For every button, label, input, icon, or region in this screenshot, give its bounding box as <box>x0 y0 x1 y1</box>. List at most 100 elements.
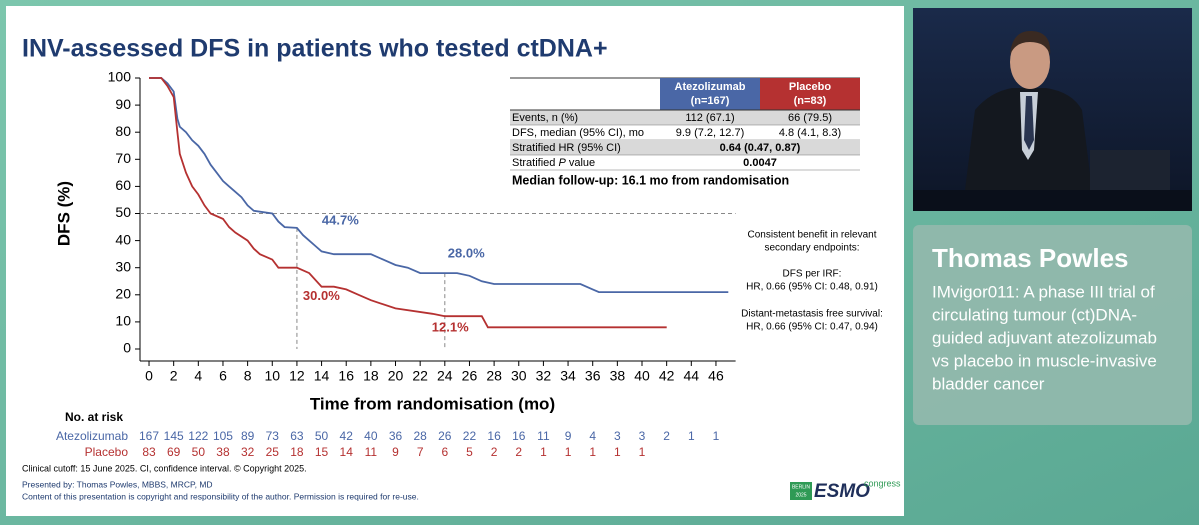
footer-presenter: Presented by: Thomas Powles, MBBS, MRCP,… <box>22 479 213 489</box>
risk-count: 167 <box>139 429 159 443</box>
x-tick-label: 44 <box>684 368 700 384</box>
logo-city: BERLIN <box>792 484 810 490</box>
logo-brand: ESMO <box>814 481 870 502</box>
secondary-text: Distant-metastasis free survival: <box>741 309 883 320</box>
risk-count: 11 <box>365 445 378 459</box>
table-header-text: (n=167) <box>691 95 730 107</box>
risk-count: 63 <box>290 429 304 443</box>
x-tick-label: 26 <box>462 368 478 384</box>
risk-count: 50 <box>192 445 206 459</box>
x-tick-label: 0 <box>145 368 153 384</box>
risk-count: 42 <box>340 429 354 443</box>
x-tick-label: 38 <box>610 368 626 384</box>
x-tick-label: 12 <box>289 368 305 384</box>
video <box>913 8 1192 211</box>
table-row-label: DFS, median (95% CI), mo <box>512 127 644 139</box>
table-row-label: Stratified P value <box>512 157 595 169</box>
x-axis-label: Time from randomisation (mo) <box>310 394 555 413</box>
risk-count: 6 <box>441 445 448 459</box>
risk-row-label: Placebo <box>85 445 129 459</box>
footer-copyright: Content of this presentation is copyrigh… <box>22 491 419 501</box>
risk-count: 2 <box>491 445 498 459</box>
risk-count: 122 <box>188 429 208 443</box>
logo-badge <box>790 482 812 500</box>
risk-count: 9 <box>565 429 572 443</box>
risk-row-label: Atezolizumab <box>56 429 128 443</box>
secondary-text: Consistent benefit in relevant <box>748 230 877 241</box>
logo-year: 2025 <box>795 492 806 498</box>
x-tick-label: 2 <box>170 368 178 384</box>
y-tick-label: 80 <box>115 123 131 139</box>
talk-title-line: guided adjuvant atezolizumab <box>932 328 1157 347</box>
risk-count: 105 <box>213 429 233 443</box>
y-tick-label: 30 <box>115 258 131 274</box>
risk-count: 15 <box>315 445 329 459</box>
table-cell: 9.9 (7.2, 12.7) <box>676 127 745 139</box>
risk-count: 40 <box>364 429 378 443</box>
y-tick-label: 100 <box>108 69 132 85</box>
survival-curve <box>149 77 729 294</box>
table-cell: 112 (67.1) <box>685 112 734 124</box>
risk-count: 2 <box>663 429 670 443</box>
x-tick-label: 16 <box>338 368 354 384</box>
risk-count: 5 <box>466 445 473 459</box>
risk-table-title: No. at risk <box>65 410 123 424</box>
survival-curve <box>149 77 667 329</box>
risk-count: 50 <box>315 429 329 443</box>
risk-count: 89 <box>241 429 255 443</box>
x-tick-label: 8 <box>244 368 252 384</box>
risk-count: 28 <box>413 429 427 443</box>
table-header-text: Atezolizumab <box>675 81 746 93</box>
annotation: 30.0% <box>303 288 340 303</box>
table-header-text: (n=83) <box>794 95 827 107</box>
label-part: P <box>558 157 566 169</box>
y-tick-label: 0 <box>123 340 131 356</box>
x-tick-label: 42 <box>659 368 675 384</box>
label-part: Stratified <box>512 157 558 169</box>
label-part: value <box>566 157 595 169</box>
x-tick-label: 30 <box>511 368 527 384</box>
x-tick-label: 20 <box>388 368 404 384</box>
risk-count: 9 <box>392 445 399 459</box>
risk-count: 26 <box>438 429 452 443</box>
risk-count: 1 <box>713 429 720 443</box>
x-tick-label: 22 <box>412 368 428 384</box>
risk-count: 1 <box>688 429 695 443</box>
secondary-text: HR, 0.66 (95% CI: 0.47, 0.94) <box>746 322 878 333</box>
risk-count: 1 <box>540 445 547 459</box>
y-tick-label: 70 <box>115 150 131 166</box>
risk-count: 38 <box>216 445 230 459</box>
speaker-name: Thomas Powles <box>932 243 1129 273</box>
table-row-label: Events, n (%) <box>512 112 578 124</box>
table-note: Median follow-up: 16.1 mo from randomisa… <box>512 173 789 187</box>
table-row-bg <box>510 140 860 155</box>
x-tick-label: 34 <box>560 368 576 384</box>
risk-count: 16 <box>512 429 526 443</box>
risk-count: 1 <box>614 445 621 459</box>
table-header-text: Placebo <box>789 81 831 93</box>
risk-count: 18 <box>290 445 304 459</box>
talk-title-line: circulating tumour (ct)DNA- <box>932 305 1137 324</box>
risk-count: 16 <box>487 429 501 443</box>
x-tick-label: 32 <box>536 368 552 384</box>
logo-word: congress <box>864 478 901 488</box>
table-row-label: Stratified HR (95% CI) <box>512 142 621 154</box>
talk-title-line: bladder cancer <box>932 374 1045 393</box>
y-tick-label: 20 <box>115 286 131 302</box>
risk-count: 11 <box>537 429 550 443</box>
x-tick-label: 18 <box>363 368 379 384</box>
chart-title: INV-assessed DFS in patients who tested … <box>22 35 608 63</box>
risk-count: 69 <box>167 445 181 459</box>
x-tick-label: 36 <box>585 368 601 384</box>
annotation: 12.1% <box>432 320 469 335</box>
x-tick-label: 40 <box>634 368 650 384</box>
x-tick-label: 4 <box>194 368 202 384</box>
risk-count: 32 <box>241 445 255 459</box>
y-tick-label: 90 <box>115 96 131 112</box>
x-tick-label: 24 <box>437 368 453 384</box>
x-tick-label: 46 <box>708 368 724 384</box>
x-tick-label: 28 <box>486 368 502 384</box>
x-tick-label: 14 <box>314 368 330 384</box>
